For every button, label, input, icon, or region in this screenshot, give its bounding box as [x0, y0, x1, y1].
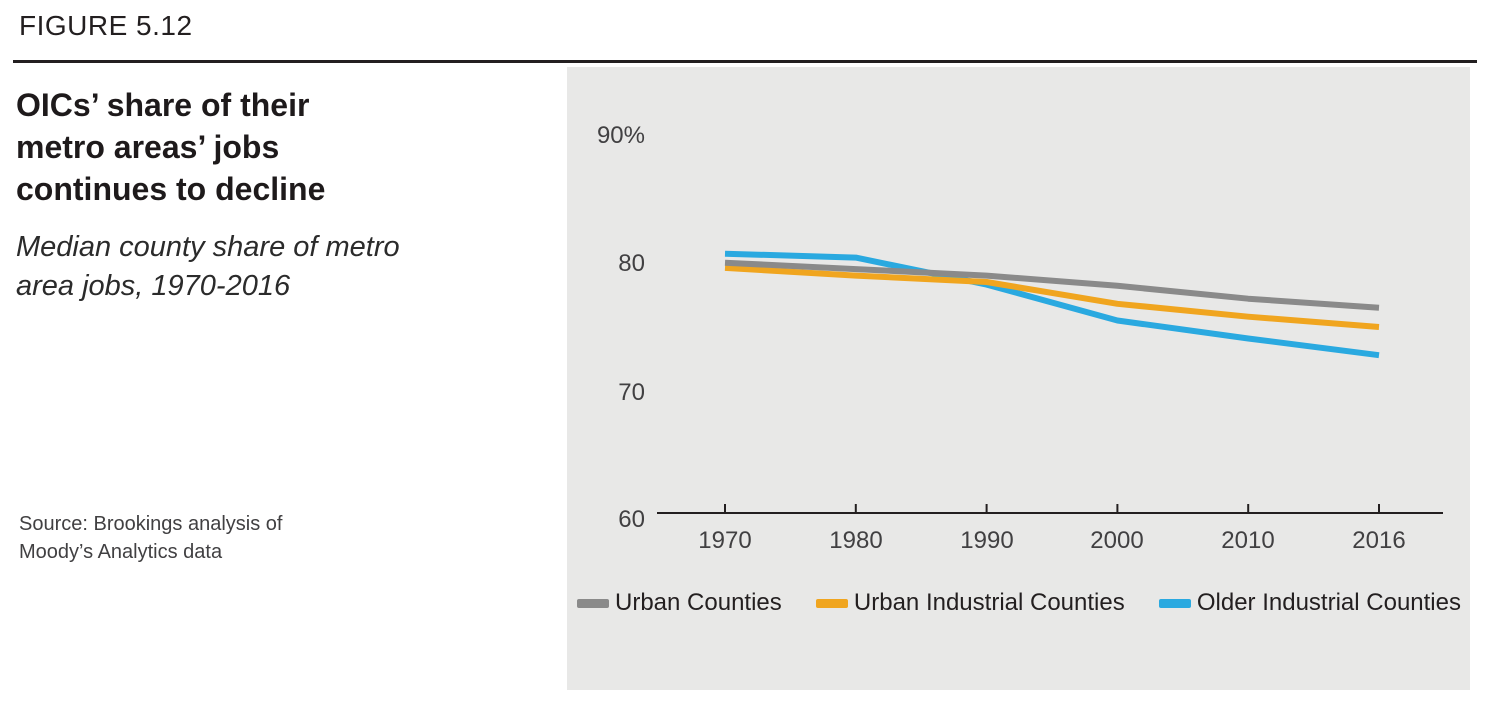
legend-item-urban-industrial-counties: Urban Industrial Counties	[815, 589, 1125, 617]
chart-title-line: continues to decline	[16, 171, 326, 207]
legend-label: Urban Counties	[615, 589, 782, 616]
figure-label: FIGURE 5.12	[19, 10, 193, 41]
y-axis-tick-label: 60	[618, 506, 645, 533]
chart-title: OICs’ share of their metro areas’ jobs c…	[16, 84, 325, 210]
x-axis-tick-label: 1970	[698, 527, 752, 554]
legend-item-older-industrial-counties: Older Industrial Counties	[1158, 589, 1461, 617]
legend-item-urban-counties: Urban Counties	[577, 589, 782, 617]
legend-swatch	[1158, 598, 1191, 608]
y-axis-tick-label: 90%	[596, 122, 645, 149]
legend-swatch	[577, 598, 609, 608]
series-line-urban-counties	[724, 259, 1380, 311]
x-axis-ticks	[724, 504, 1380, 512]
source-note: Source: Brookings analysis of Moody’s An…	[19, 510, 282, 566]
series-line-older-industrial-counties	[724, 250, 1380, 359]
x-axis-tick-label: 1980	[829, 527, 883, 554]
chart-subtitle-line: area jobs, 1970-2016	[16, 270, 291, 302]
chart-panel: 90% 80 70 60 1970 1980 1990 2000 2010 20…	[567, 67, 1470, 690]
y-axis-tick-label: 80	[618, 250, 645, 277]
chart-subtitle: Median county share of metro area jobs, …	[16, 228, 400, 306]
legend-label: Older Industrial Counties	[1196, 589, 1461, 616]
chart-legend: Urban Counties Urban Industrial Counties…	[577, 587, 1461, 619]
x-axis-tick-label: 2016	[1352, 527, 1406, 554]
series-lines	[724, 250, 1380, 359]
source-note-line: Moody’s Analytics data	[19, 541, 223, 563]
header-rule	[13, 60, 1477, 63]
legend-label: Urban Industrial Counties	[853, 589, 1125, 616]
x-axis-tick-label: 2010	[1221, 527, 1275, 554]
legend-swatch	[815, 598, 848, 608]
chart-title-line: OICs’ share of their	[16, 87, 310, 123]
chart-subtitle-line: Median county share of metro	[16, 231, 400, 263]
y-axis-tick-label: 70	[618, 379, 645, 406]
x-axis-tick-label: 1990	[960, 527, 1014, 554]
line-chart-plot	[657, 250, 1443, 514]
chart-title-line: metro areas’ jobs	[16, 129, 280, 165]
source-note-line: Source: Brookings analysis of	[19, 513, 283, 535]
x-axis-tick-label: 2000	[1090, 527, 1144, 554]
series-line-urban-industrial-counties	[724, 264, 1380, 330]
